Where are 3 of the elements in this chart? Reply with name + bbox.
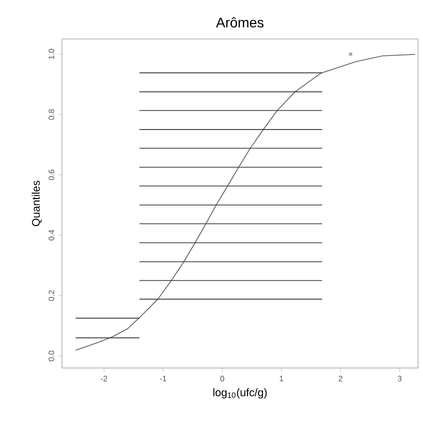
y-axis-title: Quantiles	[32, 180, 42, 226]
chart-title: Arômes	[216, 17, 264, 28]
x-axis-title: log$_{10}$(ufc/g)	[213, 388, 267, 398]
